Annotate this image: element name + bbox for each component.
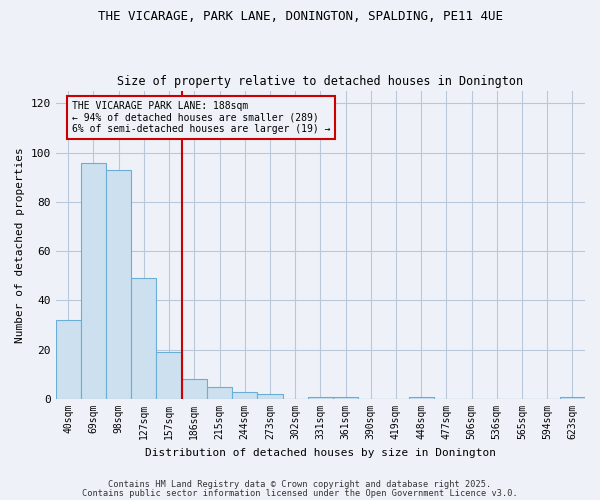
Text: THE VICARAGE, PARK LANE, DONINGTON, SPALDING, PE11 4UE: THE VICARAGE, PARK LANE, DONINGTON, SPAL… (97, 10, 503, 23)
Bar (56, 320, 81, 399)
Bar (560, 396, 585, 399)
Bar (131, 278, 157, 399)
Bar (81, 162, 106, 399)
Bar (106, 170, 131, 399)
Bar (232, 392, 257, 399)
Bar (308, 396, 333, 399)
Bar (182, 380, 207, 399)
Bar (207, 386, 232, 399)
Bar (157, 352, 182, 399)
Text: Contains HM Land Registry data © Crown copyright and database right 2025.: Contains HM Land Registry data © Crown c… (109, 480, 491, 489)
Bar (257, 394, 283, 399)
Bar (409, 396, 434, 399)
Bar (333, 396, 358, 399)
X-axis label: Distribution of detached houses by size in Donington: Distribution of detached houses by size … (145, 448, 496, 458)
Text: THE VICARAGE PARK LANE: 188sqm
← 94% of detached houses are smaller (289)
6% of : THE VICARAGE PARK LANE: 188sqm ← 94% of … (72, 101, 331, 134)
Text: Contains public sector information licensed under the Open Government Licence v3: Contains public sector information licen… (82, 489, 518, 498)
Y-axis label: Number of detached properties: Number of detached properties (15, 147, 25, 343)
Title: Size of property relative to detached houses in Donington: Size of property relative to detached ho… (117, 76, 523, 88)
